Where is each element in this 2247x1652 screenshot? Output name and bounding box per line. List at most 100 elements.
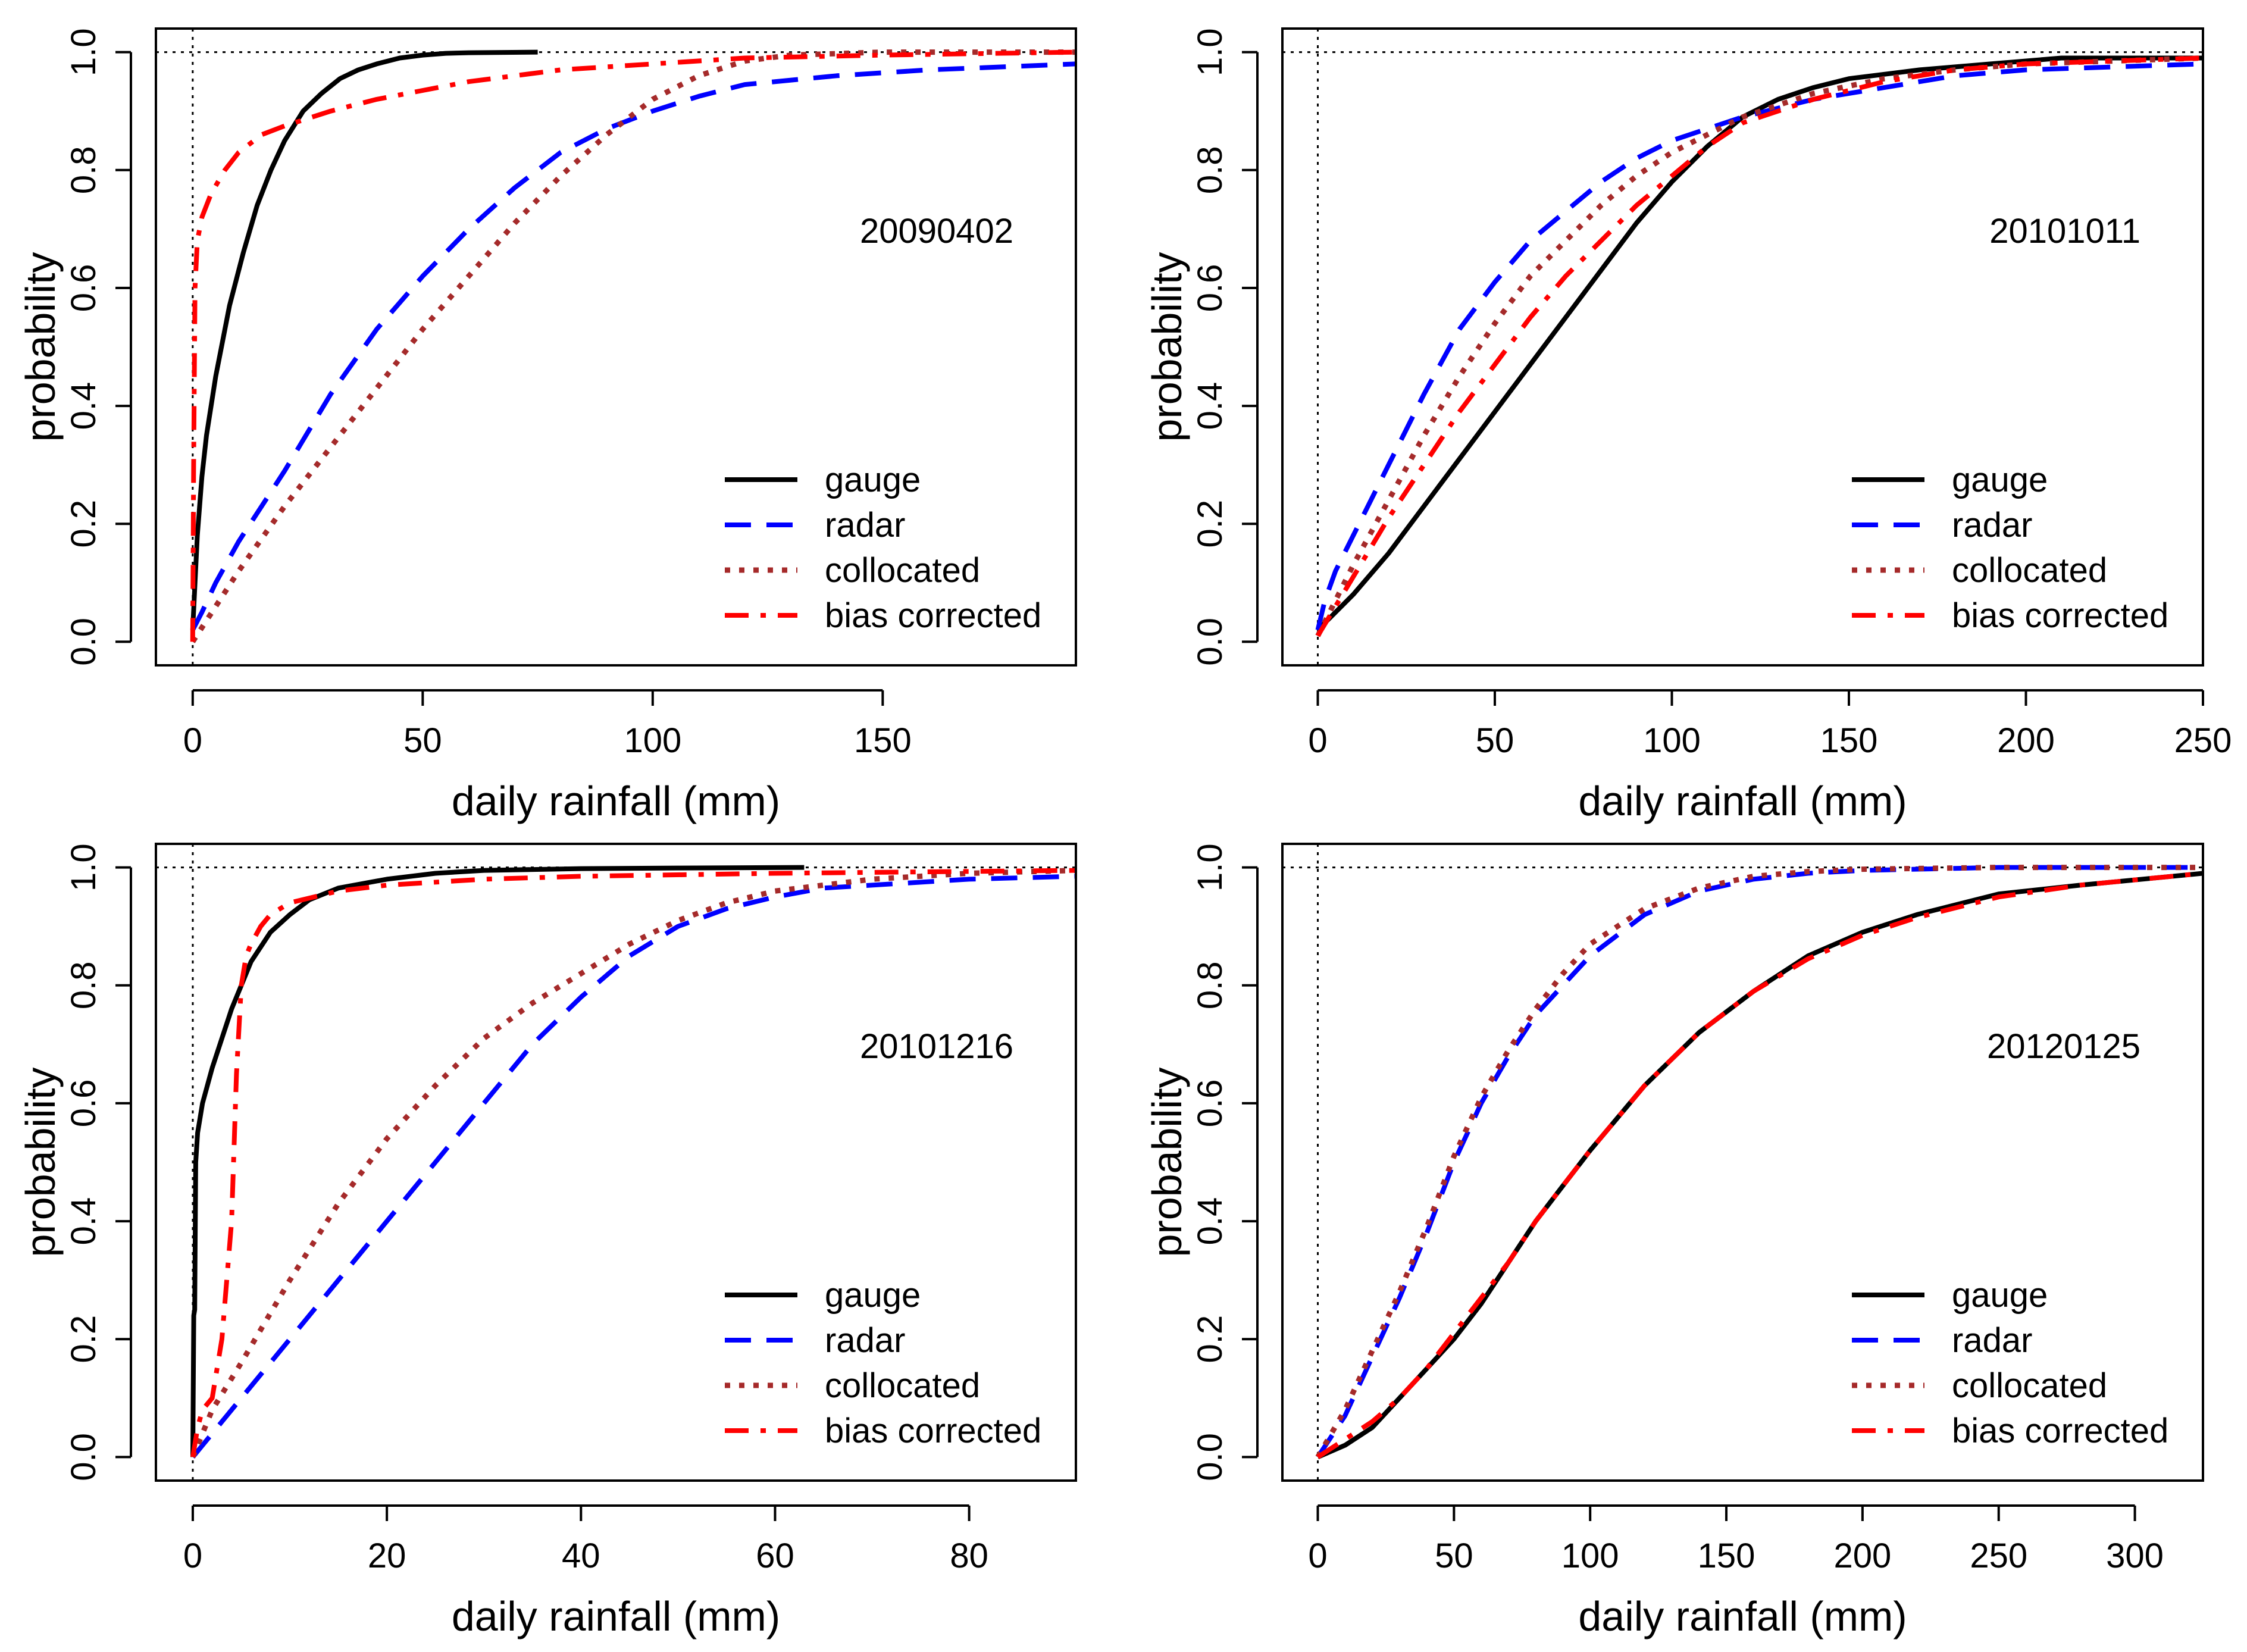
panel-date-label: 20090402	[860, 212, 1013, 251]
x-tick-label: 50	[1476, 721, 1514, 760]
series-line-collocated	[1315, 865, 2203, 1459]
y-tick-label: 0.0	[64, 1433, 103, 1481]
legend-label-collocated: collocated	[1952, 551, 2107, 590]
y-axis-title: probability	[17, 1067, 64, 1257]
series-line-collocated	[1315, 55, 2203, 637]
x-tick-label: 100	[624, 721, 681, 760]
x-tick-label: 20	[368, 1537, 406, 1575]
series-line-gauge	[190, 865, 805, 1457]
legend-label-bias_corrected: bias corrected	[1952, 596, 2168, 635]
legend-label-gauge: gauge	[825, 461, 921, 499]
legend-label-radar: radar	[1952, 506, 2032, 545]
y-tick-label: 0.2	[64, 1315, 103, 1363]
x-tick-label: 0	[1308, 1537, 1327, 1575]
series-line-gauge	[190, 49, 538, 630]
series-line-radar	[190, 61, 1076, 631]
legend-label-collocated: collocated	[1952, 1366, 2107, 1405]
panel-20120125: 0 50 100 150 200 250 300 daily rainfall (mm) 0.0…	[1144, 843, 2204, 1640]
y-tick-label: 1.0	[1191, 28, 1229, 76]
y-tick-label: 0.4	[1191, 1197, 1229, 1246]
y-tick-label: 0.4	[64, 382, 103, 430]
x-tick-label: 100	[1561, 1537, 1619, 1575]
series-line-collocated	[190, 868, 1076, 1459]
series-line-bias_corrected	[190, 49, 1076, 642]
x-tick-label: 0	[183, 721, 202, 760]
y-axis-title: probability	[1144, 252, 1190, 442]
series-line-gauge	[1316, 55, 2203, 632]
x-tick-label: 50	[1435, 1537, 1473, 1575]
legend-label-radar: radar	[1952, 1321, 2032, 1360]
x-tick-label: 250	[2174, 721, 2232, 760]
x-tick-label: 200	[1833, 1537, 1891, 1575]
legend-label-gauge: gauge	[825, 1276, 921, 1315]
y-tick-label: 0.6	[1191, 264, 1229, 312]
legend: gauge radar collocated bias corrected	[1852, 1276, 2168, 1450]
series-line-radar	[1316, 865, 2203, 1459]
x-tick-label: 300	[2106, 1537, 2164, 1575]
series-line-radar	[190, 874, 1076, 1459]
legend-label-collocated: collocated	[825, 551, 980, 590]
panel-20101011: 0 50 100 150 200 250 daily rainfall (mm) 0.0 0.2…	[1144, 27, 2232, 824]
x-tick-label: 250	[1970, 1537, 2027, 1575]
x-tick-label: 50	[403, 721, 442, 760]
y-tick-label: 0.6	[64, 264, 103, 312]
y-tick-label: 0.0	[1191, 618, 1229, 666]
x-axis-title: daily rainfall (mm)	[452, 778, 780, 824]
panel-date-label: 20120125	[1987, 1027, 2140, 1066]
y-tick-label: 0.6	[64, 1080, 103, 1128]
legend: gauge radar collocated bias corrected	[1852, 461, 2168, 635]
legend-label-radar: radar	[825, 1321, 905, 1360]
legend-label-radar: radar	[825, 506, 905, 545]
x-tick-label: 60	[756, 1537, 794, 1575]
x-axis-title: daily rainfall (mm)	[1578, 778, 1907, 824]
x-tick-label: 150	[854, 721, 912, 760]
plot-frame	[155, 27, 1077, 667]
y-tick-label: 0.8	[1191, 961, 1229, 1009]
y-tick-label: 1.0	[64, 843, 103, 891]
x-tick-label: 150	[1698, 1537, 1755, 1575]
legend-label-gauge: gauge	[1952, 461, 2048, 499]
legend-label-bias_corrected: bias corrected	[825, 1412, 1041, 1450]
y-tick-label: 1.0	[64, 28, 103, 76]
legend-label-collocated: collocated	[825, 1366, 980, 1405]
panel-date-label: 20101216	[860, 1027, 1013, 1066]
plot-frame	[155, 843, 1077, 1482]
y-tick-label: 0.8	[1191, 146, 1229, 194]
x-tick-label: 200	[1997, 721, 2055, 760]
legend-label-bias_corrected: bias corrected	[1952, 1412, 2168, 1450]
panel-20090402: 0 50 100 150 daily rainfall (mm) 0.0 0.2 0.4 0.6…	[17, 27, 1077, 824]
series-line-bias_corrected	[1316, 55, 2203, 637]
legend: gauge radar collocated bias corrected	[725, 461, 1041, 635]
legend-label-gauge: gauge	[1952, 1276, 2048, 1315]
y-tick-label: 0.4	[64, 1197, 103, 1246]
plot-frame	[1281, 27, 2204, 667]
plot-frame	[1281, 843, 2204, 1482]
panel-date-label: 20101011	[1989, 212, 2140, 251]
y-axis-title: probability	[1144, 1067, 1190, 1257]
y-tick-label: 0.2	[64, 500, 103, 548]
x-tick-label: 40	[562, 1537, 600, 1575]
x-axis-title: daily rainfall (mm)	[1578, 1593, 1907, 1640]
y-axis-title: probability	[17, 252, 64, 442]
panel-20101216: 0 20 40 60 80 daily rainfall (mm) 0.0 0.2 0.4 0.6…	[17, 843, 1077, 1640]
y-tick-label: 0.8	[64, 961, 103, 1009]
y-tick-label: 1.0	[1191, 843, 1229, 891]
y-tick-label: 0.2	[1191, 500, 1229, 548]
y-tick-label: 0.0	[64, 618, 103, 666]
series-line-bias_corrected	[1316, 871, 2203, 1459]
y-tick-label: 0.0	[1191, 1433, 1229, 1481]
x-tick-label: 150	[1820, 721, 1878, 760]
legend-label-bias_corrected: bias corrected	[825, 596, 1041, 635]
y-tick-label: 0.2	[1191, 1315, 1229, 1363]
x-tick-label: 100	[1643, 721, 1701, 760]
x-tick-label: 80	[950, 1537, 988, 1575]
y-tick-label: 0.6	[1191, 1080, 1229, 1128]
series-line-collocated	[190, 49, 1076, 643]
x-axis-title: daily rainfall (mm)	[452, 1593, 780, 1640]
y-tick-label: 0.4	[1191, 382, 1229, 430]
legend: gauge radar collocated bias corrected	[725, 1276, 1041, 1450]
series-line-radar	[1315, 61, 2203, 631]
x-tick-label: 0	[1308, 721, 1327, 760]
x-tick-label: 0	[183, 1537, 202, 1575]
